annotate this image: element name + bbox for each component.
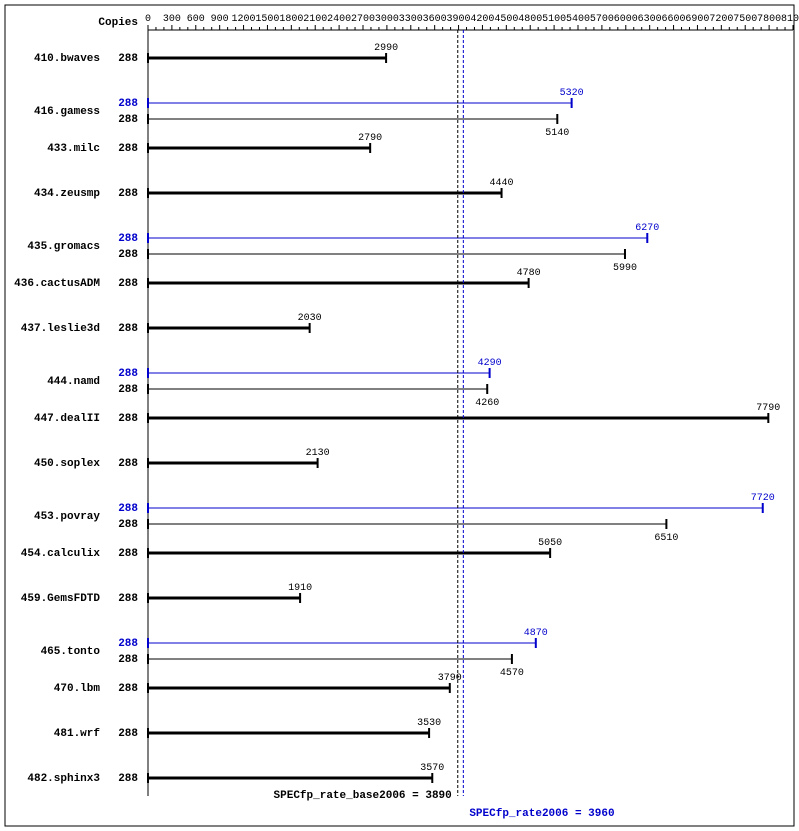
x-axis-label: 4800 xyxy=(518,14,542,25)
bar-value-label: 2990 xyxy=(374,43,398,54)
bar-value-label: 5990 xyxy=(613,263,637,274)
copies-value: 288 xyxy=(118,593,138,605)
copies-value: 288 xyxy=(118,233,138,245)
x-axis-label: 6000 xyxy=(614,14,638,25)
benchmark-label: 465.tonto xyxy=(41,646,101,658)
copies-value: 288 xyxy=(118,384,138,396)
x-axis-label: 3000 xyxy=(375,14,399,25)
x-axis-label: 4200 xyxy=(470,14,494,25)
spec-benchmark-chart: 0 300 600 900120015001800210024002700300033… xyxy=(0,0,799,831)
copies-value: 288 xyxy=(118,98,138,110)
benchmark-label: 482.sphinx3 xyxy=(27,773,100,785)
x-axis-label: 6300 xyxy=(638,14,662,25)
x-axis-label: 8100 xyxy=(781,14,799,25)
x-axis-label: 7500 xyxy=(733,14,757,25)
copies-value: 288 xyxy=(118,114,138,126)
copies-value: 288 xyxy=(118,278,138,290)
bar-value-label: 6510 xyxy=(654,533,678,544)
x-axis-label: 2700 xyxy=(351,14,375,25)
x-axis-label: 1200 xyxy=(232,14,256,25)
copies-value: 288 xyxy=(118,683,138,695)
x-axis-label: 0 xyxy=(145,14,151,25)
copies-value: 288 xyxy=(118,188,138,200)
bar-value-label: 2130 xyxy=(306,448,330,459)
bar-value-label: 7720 xyxy=(751,493,775,504)
bar-value-label: 5320 xyxy=(560,88,584,99)
copies-value: 288 xyxy=(118,143,138,155)
bar-value-label: 4440 xyxy=(490,178,514,189)
bar-value-label: 5050 xyxy=(538,538,562,549)
base-marker-label: SPECfp_rate_base2006 = 3890 xyxy=(274,790,452,802)
bar-value-label: 4290 xyxy=(478,358,502,369)
x-axis-label: 600 xyxy=(187,14,205,25)
benchmark-label: 481.wrf xyxy=(54,728,101,740)
copies-value: 288 xyxy=(118,519,138,531)
benchmark-label: 435.gromacs xyxy=(27,241,100,253)
peak-marker-label: SPECfp_rate2006 = 3960 xyxy=(469,808,614,820)
benchmark-label: 436.cactusADM xyxy=(14,278,100,290)
copies-value: 288 xyxy=(118,53,138,65)
copies-header: Copies xyxy=(98,17,138,29)
bar-value-label: 3570 xyxy=(420,763,444,774)
copies-value: 288 xyxy=(118,503,138,515)
x-axis-label: 3600 xyxy=(423,14,447,25)
benchmark-label: 453.povray xyxy=(34,511,100,523)
x-axis-label: 5100 xyxy=(542,14,566,25)
copies-value: 288 xyxy=(118,249,138,261)
copies-value: 288 xyxy=(118,638,138,650)
x-axis-label: 3300 xyxy=(399,14,423,25)
bar-value-label: 3530 xyxy=(417,718,441,729)
x-axis-label: 2400 xyxy=(327,14,351,25)
bar-value-label: 5140 xyxy=(545,128,569,139)
benchmark-label: 454.calculix xyxy=(21,548,101,560)
copies-value: 288 xyxy=(118,368,138,380)
benchmark-label: 416.gamess xyxy=(34,106,100,118)
x-axis-label: 2100 xyxy=(303,14,327,25)
bar-value-label: 4780 xyxy=(517,268,541,279)
x-axis-label: 5400 xyxy=(566,14,590,25)
x-axis-label: 6900 xyxy=(685,14,709,25)
x-axis-label: 5700 xyxy=(590,14,614,25)
copies-value: 288 xyxy=(118,548,138,560)
x-axis-label: 900 xyxy=(211,14,229,25)
copies-value: 288 xyxy=(118,323,138,335)
x-axis-label: 300 xyxy=(163,14,181,25)
benchmark-label: 447.dealII xyxy=(34,413,100,425)
copies-value: 288 xyxy=(118,728,138,740)
copies-value: 288 xyxy=(118,654,138,666)
x-axis-label: 4500 xyxy=(494,14,518,25)
bar-value-label: 1910 xyxy=(288,583,312,594)
benchmark-label: 410.bwaves xyxy=(34,53,100,65)
x-axis-label: 7200 xyxy=(709,14,733,25)
x-axis-label: 7800 xyxy=(757,14,781,25)
copies-value: 288 xyxy=(118,458,138,470)
benchmark-label: 450.soplex xyxy=(34,458,100,470)
bar-value-label: 4870 xyxy=(524,628,548,639)
benchmark-label: 433.milc xyxy=(47,143,100,155)
bar-value-label: 7790 xyxy=(756,403,780,414)
benchmark-label: 459.GemsFDTD xyxy=(21,593,101,605)
x-axis-label: 1500 xyxy=(255,14,279,25)
bar-value-label: 4570 xyxy=(500,668,524,679)
bar-value-label: 6270 xyxy=(635,223,659,234)
benchmark-label: 470.lbm xyxy=(54,683,101,695)
bar-value-label: 4260 xyxy=(475,398,499,409)
benchmark-label: 437.leslie3d xyxy=(21,323,100,335)
x-axis-label: 1800 xyxy=(279,14,303,25)
copies-value: 288 xyxy=(118,773,138,785)
benchmark-label: 444.namd xyxy=(47,376,100,388)
copies-value: 288 xyxy=(118,413,138,425)
benchmark-label: 434.zeusmp xyxy=(34,188,100,200)
x-axis-label: 6600 xyxy=(662,14,686,25)
bar-value-label: 2030 xyxy=(298,313,322,324)
bar-value-label: 2790 xyxy=(358,133,382,144)
x-axis-label: 3900 xyxy=(447,14,471,25)
